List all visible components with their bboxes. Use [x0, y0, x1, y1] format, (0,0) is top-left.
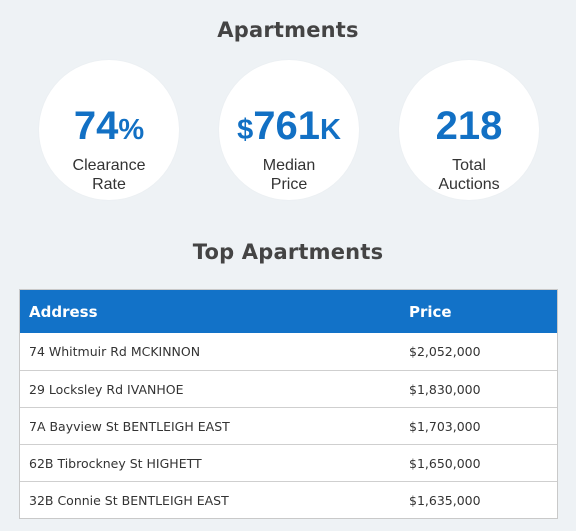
row-address: 7A Bayview St BENTLEIGH EAST [29, 418, 230, 434]
row-price: $1,635,000 [409, 492, 481, 508]
table-row: 7A Bayview St BENTLEIGH EAST $1,703,000 [20, 407, 557, 444]
row-address: 62B Tibrockney St HIGHETT [29, 455, 202, 471]
clearance-rate-stat: 74% Clearance Rate [39, 60, 179, 200]
address-column-header: Address [29, 302, 98, 321]
row-price: $1,703,000 [409, 418, 481, 434]
total-auctions-stat: 218 Total Auctions [399, 60, 539, 200]
row-price: $1,830,000 [409, 381, 481, 397]
clearance-rate-value: 74% [73, 104, 145, 148]
top-apartments-title: Top Apartments [192, 240, 384, 264]
top-apartments-table: Address Price 74 Whitmuir Rd MCKINNON $2… [19, 289, 558, 519]
row-address: 29 Locksley Rd IVANHOE [29, 381, 184, 397]
table-row: 32B Connie St BENTLEIGH EAST $1,635,000 [20, 481, 557, 518]
clearance-rate-label: Clearance Rate [72, 157, 146, 193]
median-price-label: Median Price [262, 157, 316, 193]
row-address: 74 Whitmuir Rd MCKINNON [29, 344, 201, 359]
median-price-stat: $761K Median Price [219, 60, 359, 200]
row-address: 32B Connie St BENTLEIGH EAST [29, 492, 229, 508]
row-price: $2,052,000 [409, 344, 481, 359]
table-row: 62B Tibrockney St HIGHETT $1,650,000 [20, 444, 557, 481]
stats-row: 74% Clearance Rate $761K Median Price 21… [0, 60, 576, 212]
total-auctions-label: Total Auctions [438, 157, 500, 193]
price-column-header: Price [409, 302, 452, 321]
table-header: Address Price [20, 290, 557, 333]
table-row: 29 Locksley Rd IVANHOE $1,830,000 [20, 370, 557, 407]
section-title: Apartments [217, 18, 359, 42]
median-price-value: $761K [237, 104, 341, 148]
table-body: 74 Whitmuir Rd MCKINNON $2,052,000 29 Lo… [20, 333, 557, 518]
row-price: $1,650,000 [409, 455, 481, 471]
total-auctions-value: 218 [435, 104, 503, 148]
table-row: 74 Whitmuir Rd MCKINNON $2,052,000 [20, 333, 557, 370]
